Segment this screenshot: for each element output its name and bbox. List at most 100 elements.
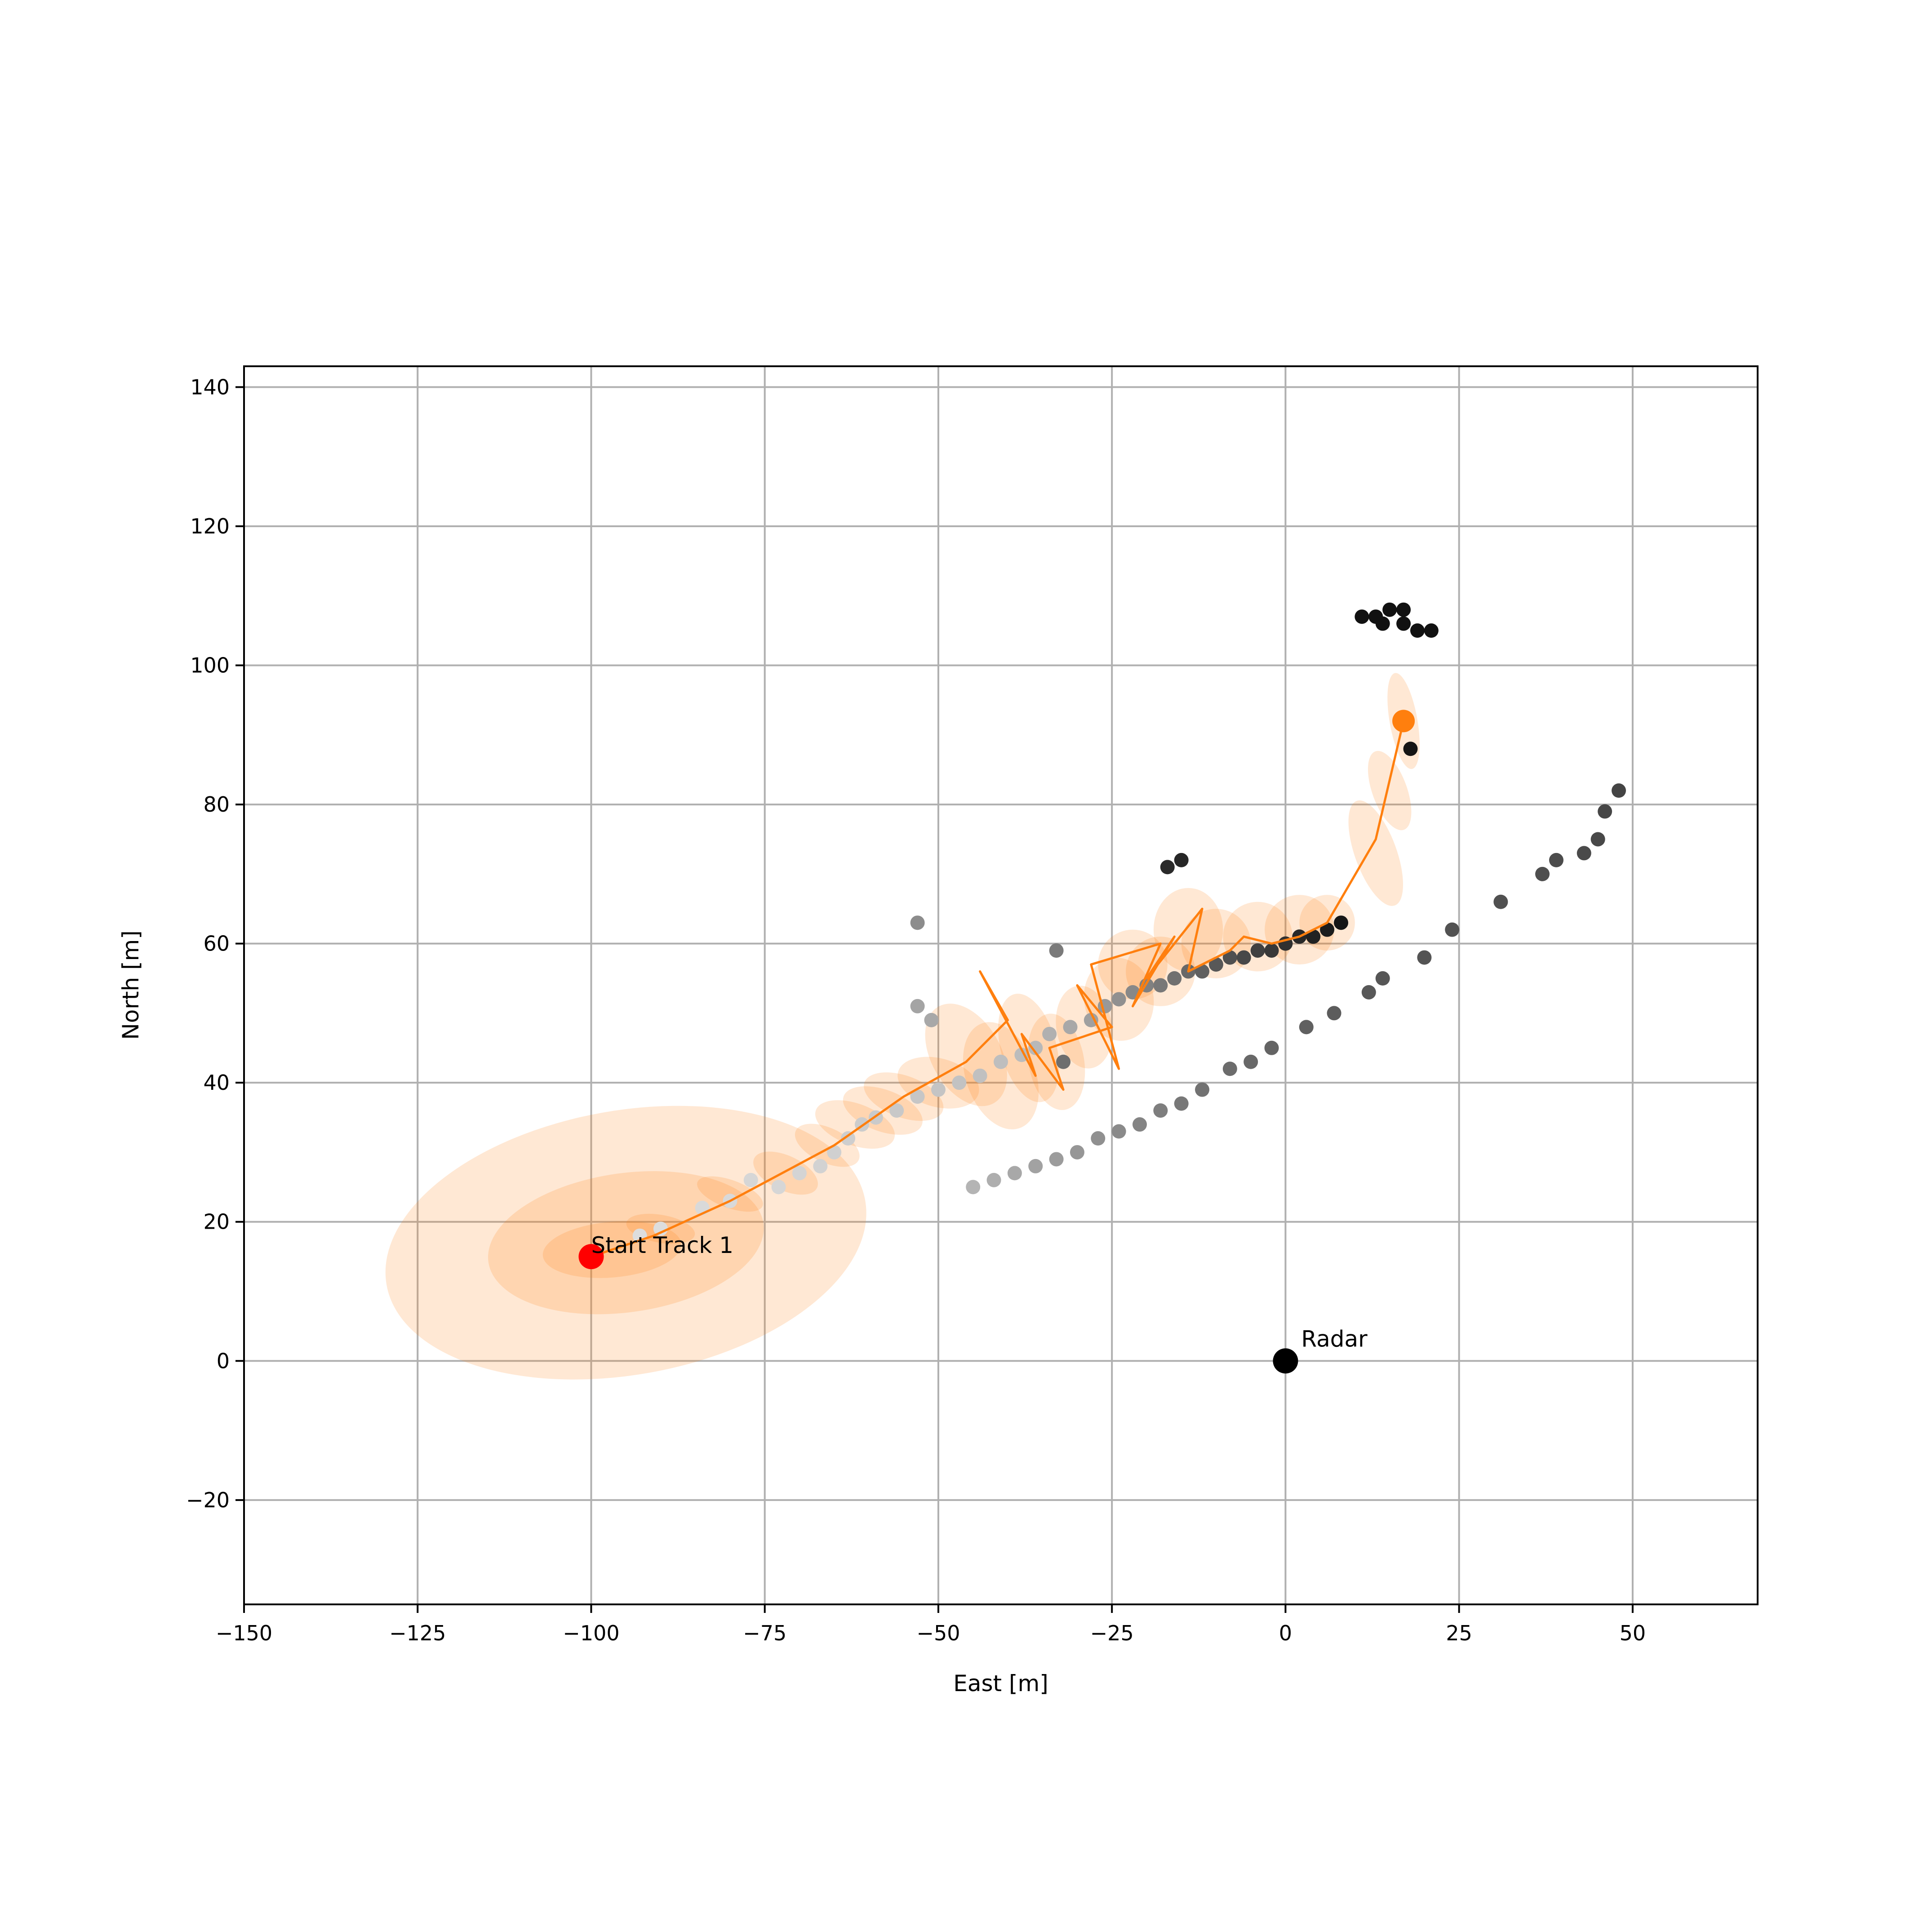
plot-data [385, 602, 1626, 1380]
measurement-point [1091, 1131, 1106, 1146]
measurement-point [1493, 894, 1508, 909]
measurement-point [743, 1173, 758, 1187]
measurement-point [910, 999, 925, 1013]
covariance-ellipse [385, 1106, 866, 1380]
covariance-ellipse [488, 1171, 764, 1315]
grid-lines [243, 366, 1758, 1604]
measurement-point [1299, 1020, 1314, 1035]
x-tick-label: −25 [1090, 1621, 1134, 1645]
annotations: Start Track 1 Radar [591, 1232, 1368, 1352]
covariance-ellipse [1348, 800, 1403, 906]
radar-label: Radar [1301, 1326, 1368, 1352]
measurement-point [1361, 985, 1376, 999]
y-tick-label: 60 [203, 932, 230, 956]
measurement-point [910, 1089, 925, 1104]
start-track-label: Start Track 1 [591, 1232, 733, 1258]
measurement-point [1195, 1082, 1210, 1097]
measurement-point [1042, 1026, 1057, 1041]
measurement-point [1396, 616, 1411, 631]
radar-marker [1273, 1348, 1298, 1374]
measurement-point [1355, 609, 1369, 624]
measurement-point [1382, 602, 1397, 617]
measurement-point [1598, 804, 1612, 819]
measurement-point [1320, 922, 1335, 937]
measurement-point [1410, 623, 1425, 638]
start-track-marker [578, 1244, 604, 1270]
measurement-point [1028, 1040, 1043, 1055]
measurement-point [1132, 1117, 1147, 1132]
track-line [591, 720, 1405, 1258]
x-tick-label: 0 [1279, 1621, 1292, 1645]
measurement-point [813, 1159, 828, 1173]
measurement-point [1375, 971, 1390, 986]
measurement-point [924, 1013, 939, 1027]
y-tick-label: 120 [190, 514, 230, 538]
measurement-point [1612, 783, 1626, 798]
measurement-point [1070, 1145, 1084, 1159]
measurement-point [986, 1173, 1001, 1187]
measurement-point [952, 1075, 967, 1090]
x-tick-label: 25 [1446, 1621, 1472, 1645]
measurement-point [1153, 978, 1168, 993]
track-end-marker [1392, 710, 1415, 733]
x-tick-label: −50 [916, 1621, 960, 1645]
measurement-point [1153, 1103, 1168, 1118]
covariance-ellipse [1368, 751, 1412, 831]
measurement-point [966, 1180, 981, 1195]
measurement-point [1396, 602, 1411, 617]
axis-ticks: −150 −125 −100 −75 −50 −25 0 25 50 −20 0 20 40 60 80 10… [186, 375, 1646, 1645]
measurement-point [1063, 1020, 1078, 1035]
measurement-point [1375, 616, 1390, 631]
measurement-point [1403, 742, 1418, 756]
measurement-point [1049, 1152, 1064, 1167]
y-axis-label: North [m] [118, 930, 144, 1039]
measurement-point [841, 1131, 856, 1146]
measurement-point [1111, 1124, 1126, 1139]
plot-frame [243, 365, 1759, 1605]
measurement-point [1222, 950, 1237, 965]
measurement-point [1160, 860, 1175, 875]
measurement-point [1049, 943, 1064, 958]
y-tick-label: 100 [190, 653, 230, 678]
plot-area-background [244, 366, 1758, 1604]
x-tick-label: −150 [216, 1621, 272, 1645]
y-tick-label: 0 [217, 1349, 230, 1373]
measurement-point [653, 1221, 668, 1236]
measurement-point [910, 915, 925, 930]
y-tick-label: 40 [203, 1070, 230, 1095]
measurement-point [1028, 1159, 1043, 1173]
measurement-point [1577, 846, 1591, 861]
measurement-point [1250, 943, 1265, 958]
measurement-point [792, 1166, 807, 1181]
measurement-point [1056, 1054, 1071, 1069]
measurement-point [1007, 1166, 1022, 1181]
measurement-point [1174, 853, 1189, 867]
measurement-point [1306, 929, 1321, 944]
measurement-point [1236, 950, 1251, 965]
y-tick-label: −20 [186, 1488, 230, 1512]
measurement-point [1167, 971, 1182, 986]
measurement-point [1195, 964, 1210, 979]
measurement-point [1445, 922, 1460, 937]
measurement-point [1549, 853, 1563, 867]
y-tick-label: 140 [190, 375, 230, 399]
covariance-ellipse [1153, 888, 1223, 972]
measurement-point [771, 1180, 786, 1195]
measurement-point [1084, 1013, 1098, 1027]
measurement-point [1334, 915, 1349, 930]
measurement-point [1264, 1040, 1279, 1055]
x-tick-label: 50 [1620, 1621, 1646, 1645]
measurement-point [1535, 866, 1550, 881]
measurement-point [827, 1145, 842, 1159]
x-tick-label: −75 [743, 1621, 786, 1645]
y-tick-label: 20 [203, 1210, 230, 1234]
measurement-point [1244, 1054, 1258, 1069]
x-axis-label: East [m] [953, 1670, 1048, 1697]
measurement-point [889, 1103, 904, 1118]
measurement-point [994, 1054, 1008, 1069]
x-tick-label: −100 [563, 1621, 619, 1645]
measurement-point [1208, 957, 1223, 972]
measurement-point [1327, 1006, 1341, 1021]
measurement-point [1222, 1061, 1237, 1076]
